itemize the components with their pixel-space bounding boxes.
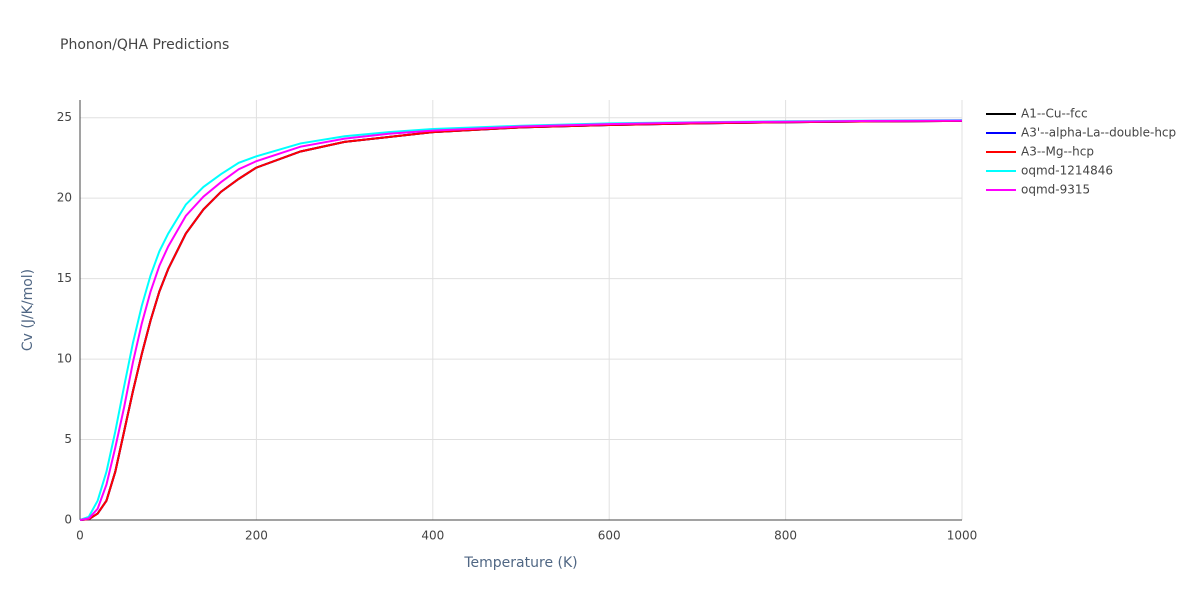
y-tick-label: 0 xyxy=(64,513,72,527)
y-tick-label: 15 xyxy=(57,271,72,285)
x-tick-label: 400 xyxy=(421,529,444,543)
y-axis-title: Cv (J/K/mol) xyxy=(20,269,36,351)
x-axis-title: Temperature (K) xyxy=(463,555,577,571)
x-tick-label: 600 xyxy=(598,529,621,543)
series-line xyxy=(79,119,963,521)
y-tick-label: 20 xyxy=(57,191,72,205)
x-tick-label: 200 xyxy=(245,529,268,543)
y-tick-label: 10 xyxy=(57,352,72,366)
y-tick-label: 25 xyxy=(57,110,72,124)
legend-label: A3--Mg--hcp xyxy=(1021,145,1094,159)
legend-label: oqmd-9315 xyxy=(1021,183,1090,197)
x-tick-label: 0 xyxy=(76,529,84,543)
x-tick-label: 800 xyxy=(774,529,797,543)
legend-label: A3'--alpha-La--double-hcp xyxy=(1021,126,1176,140)
legend-label: oqmd-1214846 xyxy=(1021,164,1113,178)
chart-title: Phonon/QHA Predictions xyxy=(60,37,229,53)
legend-label: A1--Cu--fcc xyxy=(1021,107,1088,121)
y-tick-label: 5 xyxy=(64,432,72,446)
series-line xyxy=(79,119,963,521)
x-tick-label: 1000 xyxy=(947,529,978,543)
